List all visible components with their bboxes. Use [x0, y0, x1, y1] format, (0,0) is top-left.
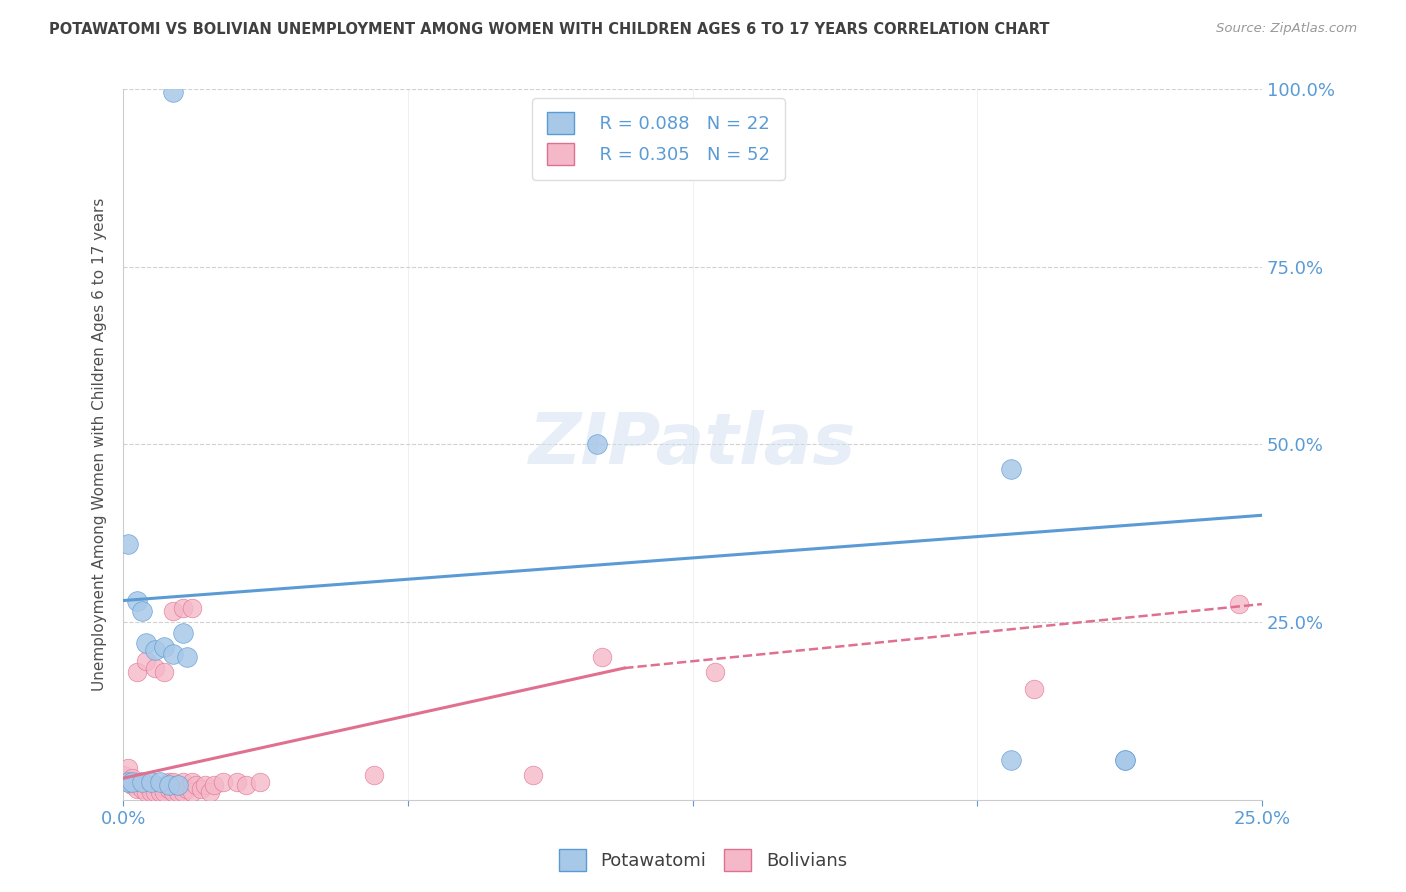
Point	[135, 785, 157, 799]
Point	[167, 785, 190, 799]
Point	[121, 774, 143, 789]
Point	[117, 774, 139, 789]
Point	[180, 785, 202, 799]
Point	[1000, 754, 1022, 768]
Point	[121, 771, 143, 785]
Point	[162, 86, 184, 100]
Point	[135, 636, 157, 650]
Point	[153, 665, 176, 679]
Point	[167, 778, 190, 792]
Point	[180, 774, 202, 789]
Point	[235, 778, 257, 792]
Point	[704, 665, 727, 679]
Point	[172, 625, 194, 640]
Point	[162, 604, 184, 618]
Point	[135, 778, 157, 792]
Point	[125, 774, 148, 789]
Point	[121, 778, 143, 792]
Point	[117, 774, 139, 789]
Point	[212, 774, 235, 789]
Point	[157, 781, 180, 796]
Point	[172, 774, 194, 789]
Point	[117, 537, 139, 551]
Point	[363, 767, 385, 781]
Point	[162, 774, 184, 789]
Point	[176, 650, 198, 665]
Point	[157, 774, 180, 789]
Point	[1114, 754, 1136, 768]
Point	[172, 785, 194, 799]
Point	[139, 774, 162, 789]
Point	[202, 778, 225, 792]
Point	[591, 650, 613, 665]
Point	[153, 780, 176, 794]
Point	[186, 778, 208, 792]
Point	[226, 774, 249, 789]
Point	[153, 785, 176, 799]
Point	[172, 600, 194, 615]
Point	[131, 774, 153, 789]
Point	[586, 437, 609, 451]
Point	[149, 785, 172, 799]
Point	[162, 785, 184, 799]
Point	[1000, 462, 1022, 476]
Point	[198, 785, 221, 799]
Point	[139, 778, 162, 792]
Text: ZIPatlas: ZIPatlas	[529, 409, 856, 479]
Point	[157, 778, 180, 792]
Point	[190, 781, 212, 796]
Point	[131, 781, 153, 796]
Point	[1114, 754, 1136, 768]
Y-axis label: Unemployment Among Women with Children Ages 6 to 17 years: Unemployment Among Women with Children A…	[93, 197, 107, 691]
Point	[149, 780, 172, 794]
Text: POTAWATOMI VS BOLIVIAN UNEMPLOYMENT AMONG WOMEN WITH CHILDREN AGES 6 TO 17 YEARS: POTAWATOMI VS BOLIVIAN UNEMPLOYMENT AMON…	[49, 22, 1050, 37]
Point	[117, 760, 139, 774]
Point	[1024, 682, 1046, 697]
Point	[131, 774, 153, 789]
Point	[139, 785, 162, 799]
Point	[522, 767, 544, 781]
Point	[125, 665, 148, 679]
Point	[194, 778, 217, 792]
Point	[1227, 597, 1250, 611]
Point	[153, 640, 176, 654]
Point	[180, 600, 202, 615]
Point	[143, 785, 166, 799]
Point	[131, 604, 153, 618]
Text: Source: ZipAtlas.com: Source: ZipAtlas.com	[1216, 22, 1357, 36]
Point	[135, 654, 157, 668]
Legend: Potawatomi, Bolivians: Potawatomi, Bolivians	[551, 842, 855, 879]
Point	[112, 767, 135, 781]
Point	[162, 647, 184, 661]
Point	[149, 774, 172, 789]
Point	[167, 778, 190, 792]
Point	[125, 593, 148, 607]
Point	[143, 661, 166, 675]
Legend:   R = 0.088   N = 22,   R = 0.305   N = 52: R = 0.088 N = 22, R = 0.305 N = 52	[533, 98, 785, 180]
Point	[176, 781, 198, 796]
Point	[249, 774, 271, 789]
Point	[143, 643, 166, 657]
Point	[143, 778, 166, 792]
Point	[125, 781, 148, 796]
